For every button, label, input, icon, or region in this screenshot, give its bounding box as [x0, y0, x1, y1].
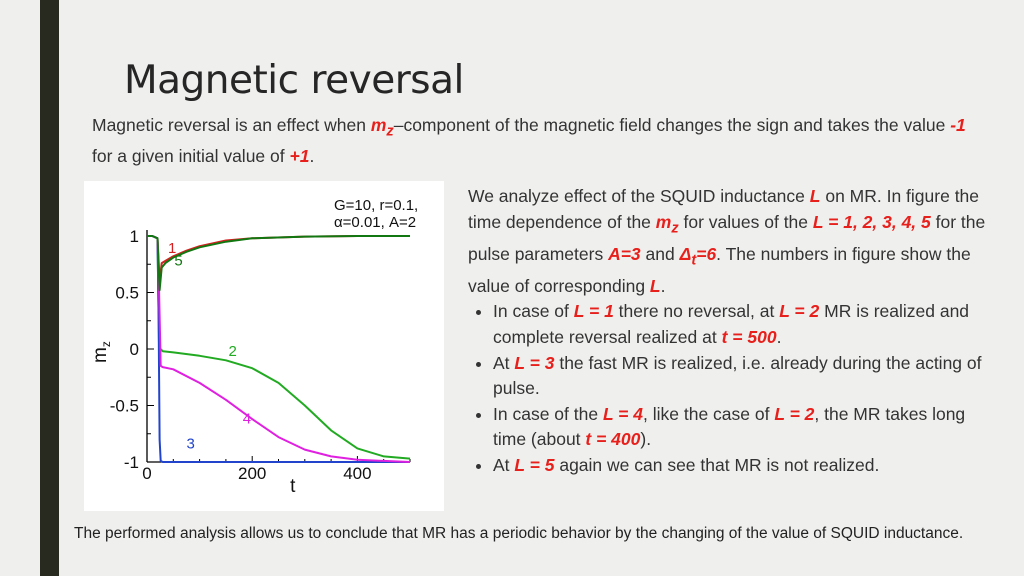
y-tick-label: 0.5 [115, 284, 139, 303]
y-tick-label: 1 [130, 227, 139, 246]
subtitle-text-2: –component of the magnetic field changes… [393, 115, 951, 135]
y-axis-title: mz [90, 341, 113, 363]
finding-l4: In case of the L = 4, like the case of L… [493, 402, 988, 453]
y-tick-label: -1 [124, 453, 139, 472]
series-label-4: 4 [243, 411, 251, 428]
x-tick-label: 400 [343, 464, 371, 483]
value-minus-one: -1 [950, 115, 966, 135]
page-title: Magnetic reversal [124, 58, 464, 103]
series-line-4 [147, 235, 411, 463]
finding-l1-l2: In case of L = 1 there no reversal, at L… [493, 299, 988, 350]
finding-l3: At L = 3 the fast MR is realized, i.e. a… [493, 351, 988, 402]
x-tick-label: 0 [142, 464, 151, 483]
series-line-3 [147, 235, 410, 463]
conclusion-text: The performed analysis allows us to conc… [74, 525, 964, 542]
x-tick-label: 200 [238, 464, 266, 483]
series-line-1 [147, 235, 410, 283]
series-label-5: 5 [174, 252, 182, 269]
left-accent-bar [40, 0, 59, 576]
mz-symbol: mz [370, 115, 394, 140]
subtitle: Magnetic reversal is an effect when mz–c… [92, 115, 966, 166]
series-label-3: 3 [186, 435, 194, 452]
y-tick-label: -0.5 [110, 397, 139, 416]
chart-annotation-line-2: α=0.01, A=2 [334, 214, 416, 231]
y-tick-label: 0 [130, 340, 139, 359]
analysis-text: We analyze effect of the SQUID inductanc… [468, 184, 988, 479]
series-line-2 [147, 235, 411, 460]
x-axis-title: t [290, 476, 296, 497]
subtitle-text-1: Magnetic reversal is an effect when [92, 115, 371, 135]
value-plus-one: +1 [289, 145, 310, 166]
intro-paragraph: We analyze effect of the SQUID inductanc… [468, 186, 986, 296]
series-line-5 [147, 235, 410, 292]
findings-list: In case of L = 1 there no reversal, at L… [468, 299, 988, 478]
chart-annotation-line-1: G=10, r=0.1, [334, 197, 418, 214]
subtitle-text-3: for a given initial value of [92, 145, 290, 166]
series-label-2: 2 [229, 343, 237, 360]
series-label-1: 1 [168, 240, 176, 257]
finding-l5: At L = 5 again we can see that MR is not… [493, 453, 988, 479]
